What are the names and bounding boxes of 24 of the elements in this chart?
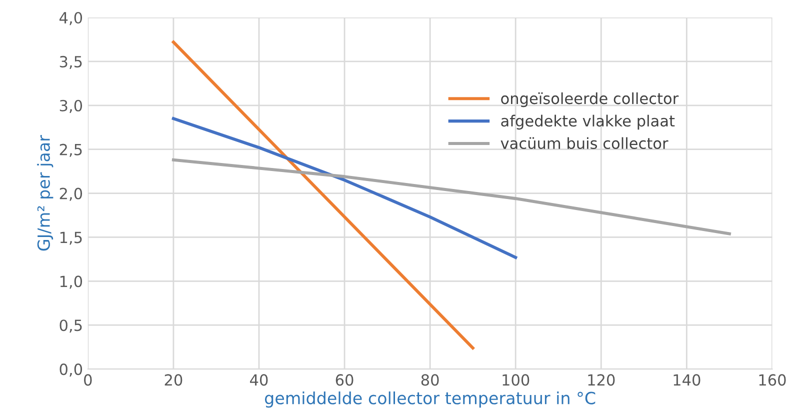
x-tick-label: 80 [421,374,439,386]
y-tick-label: 1,5 [60,232,82,245]
legend-label: ongeïsoleerde collector [501,92,679,108]
y-tick-label: 2,5 [60,144,82,157]
x-tick-label: 20 [164,374,182,386]
y-tick-label: 2,0 [60,188,82,201]
y-tick-label: 0,0 [60,364,82,377]
x-tick-label: 100 [502,374,530,386]
y-tick-label: 3,5 [60,56,82,70]
x-tick-label: 0 [84,374,92,386]
y-tick-label: 1,0 [60,276,82,289]
legend-label: afgedekte vlakke plaat [501,114,675,130]
y-tick-label: 3,0 [60,100,82,113]
x-tick-label: 40 [250,374,268,386]
legend-label: vacüum buis collector [500,137,668,150]
y-tick-label: 4,0 [60,12,82,26]
x-tick-label: 160 [759,374,786,386]
x-tick-label: 60 [336,374,354,386]
x-tick-label: 140 [674,374,700,386]
x-axis-title: gemiddelde collector temperatuur in °C [264,391,596,408]
line-series [172,158,731,236]
y-axis-title: GJ/m² per jaar [37,135,54,251]
x-tick-label: 120 [588,374,615,386]
y-tick-label: 0,5 [60,320,82,333]
